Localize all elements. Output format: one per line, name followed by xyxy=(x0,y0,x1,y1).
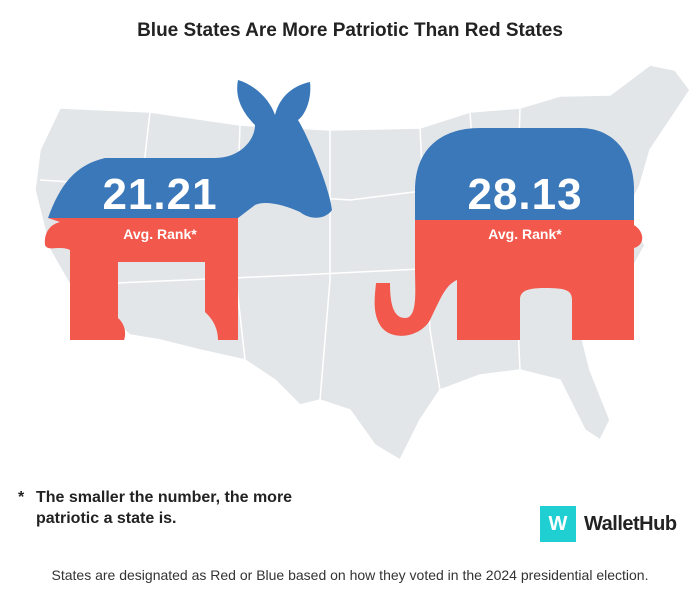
red-label: Avg. Rank* xyxy=(488,226,562,242)
footnote: * The smaller the number, the more patri… xyxy=(18,487,336,529)
donkey-icon xyxy=(44,80,332,340)
page-title: Blue States Are More Patriotic Than Red … xyxy=(137,20,563,41)
footer-note: States are designated as Red or Blue bas… xyxy=(51,567,649,583)
logo-name: WalletHub xyxy=(584,512,677,535)
blue-label: Avg. Rank* xyxy=(123,226,197,242)
asterisk: * xyxy=(18,489,25,506)
footnote-text: The smaller the number, the more patriot… xyxy=(36,489,293,527)
logo-mark: W xyxy=(540,506,576,542)
blue-value: 21.21 xyxy=(102,170,218,219)
red-value: 28.13 xyxy=(467,170,583,219)
elephant-icon xyxy=(374,128,643,340)
wallethub-logo: W WalletHub xyxy=(540,506,677,542)
